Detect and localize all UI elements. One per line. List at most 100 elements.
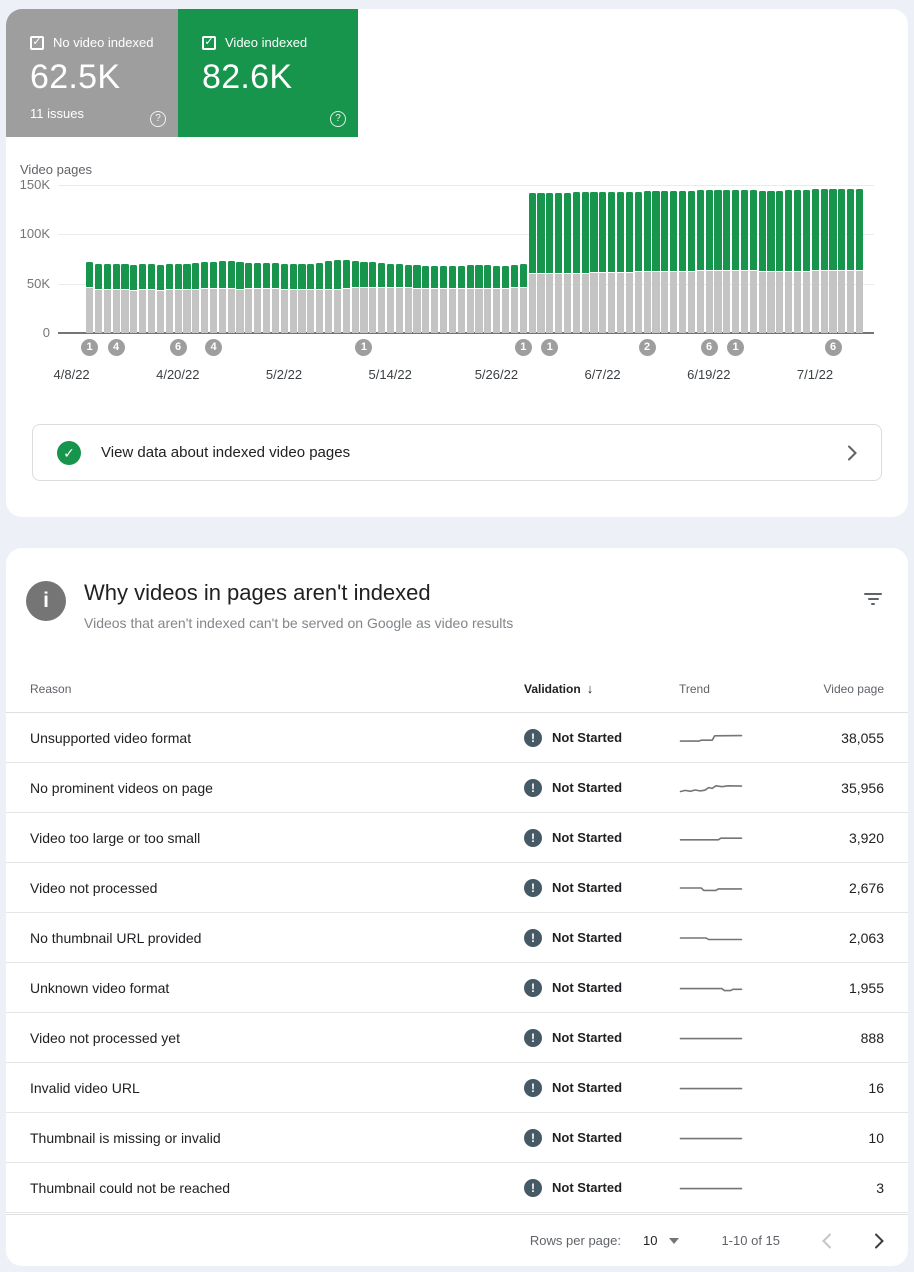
sort-descending-icon: ↓ <box>586 681 594 696</box>
summary-tile-no-video-indexed[interactable]: ✓ No video indexed 62.5K 11 issues ? <box>6 9 178 137</box>
bar-segment-no-video-indexed <box>493 288 501 333</box>
bar-segment-video-indexed <box>758 190 766 271</box>
annotation-badge[interactable]: 6 <box>169 339 187 356</box>
bar-segment-video-indexed <box>599 191 607 272</box>
bar-segment-no-video-indexed <box>271 288 280 333</box>
bar-segment-video-indexed <box>820 188 828 270</box>
video-indexed-checkbox[interactable]: ✓ <box>202 35 216 50</box>
tile-label: Video indexed <box>225 35 308 50</box>
bar-segment-no-video-indexed <box>599 272 607 333</box>
tile-issues-count: 11 issues <box>30 106 84 121</box>
error-icon: ! <box>524 1078 542 1097</box>
table-row[interactable]: No thumbnail URL provided ! Not Started … <box>6 913 908 963</box>
bar-segment-no-video-indexed <box>829 270 837 333</box>
annotation-badge[interactable]: 4 <box>205 339 222 356</box>
bar-segment-video-indexed <box>811 188 819 270</box>
previous-page-button[interactable] <box>822 1233 832 1249</box>
bar-segment-no-video-indexed <box>386 287 395 333</box>
bar-segment-no-video-indexed <box>714 270 722 333</box>
table-row[interactable]: Thumbnail could not be reached ! Not Sta… <box>6 1163 908 1213</box>
trend-sparkline <box>679 731 794 745</box>
bar-segment-no-video-indexed <box>289 289 297 333</box>
error-icon: ! <box>524 828 542 847</box>
filter-icon[interactable] <box>864 593 882 608</box>
reason-cell: Video not processed <box>30 879 158 896</box>
annotation-badge[interactable]: 1 <box>514 339 532 356</box>
table-row[interactable]: Invalid video URL ! Not Started 16 <box>6 1063 908 1113</box>
table-row[interactable]: Video too large or too small ! Not Start… <box>6 813 908 863</box>
annotation-badge[interactable]: 6 <box>824 339 842 356</box>
gridline <box>58 234 874 236</box>
chart-plot: 1 4 6 4 1 1 1 2 6 1 6 4/8/22 4/20/22 5/2/22 5/14/22 5/2… <box>54 185 874 382</box>
bar-segment-no-video-indexed <box>740 270 749 333</box>
bar-segment-video-indexed <box>254 262 262 288</box>
table-row[interactable]: Video not processed ! Not Started 2,676 <box>6 863 908 913</box>
video-page-count: 2,063 <box>848 929 884 946</box>
column-header-trend: Trend <box>679 681 710 696</box>
annotation-badge[interactable]: 1 <box>541 339 559 356</box>
validation-cell: ! Not Started <box>524 828 679 847</box>
rows-per-page-label: Rows per page: <box>529 1233 621 1248</box>
bar-segment-video-indexed <box>670 190 678 271</box>
x-axis-label: 5/2/22 <box>265 367 303 382</box>
annotation-badge[interactable]: 1 <box>727 339 745 356</box>
chart-title: Video pages <box>20 162 93 177</box>
next-page-button[interactable] <box>874 1233 884 1249</box>
bar-segment-video-indexed <box>732 189 740 270</box>
bar-segment-no-video-indexed <box>767 271 775 333</box>
bar-segment-video-indexed <box>723 189 731 270</box>
bar-segment-no-video-indexed <box>475 288 483 333</box>
bar-segment-video-indexed <box>510 264 518 287</box>
bar-segment-no-video-indexed <box>847 270 855 333</box>
table-row[interactable]: Unknown video format ! Not Started 1,955 <box>6 963 908 1013</box>
section-title: Why videos in pages aren't indexed <box>84 580 431 605</box>
annotation-badge[interactable]: 1 <box>355 339 373 356</box>
help-icon[interactable]: ? <box>330 111 346 127</box>
bar-segment-no-video-indexed <box>431 288 439 333</box>
bar-segment-video-indexed <box>147 263 156 289</box>
help-icon[interactable]: ? <box>150 111 166 127</box>
table-row[interactable]: No prominent videos on page ! Not Starte… <box>6 763 908 813</box>
table-row[interactable]: Unsupported video format ! Not Started 3… <box>6 713 908 763</box>
bar-segment-no-video-indexed <box>440 288 448 333</box>
bar-segment-video-indexed <box>475 264 483 288</box>
bar-segment-video-indexed <box>165 263 173 289</box>
bar-segment-video-indexed <box>652 190 660 271</box>
tile-value: 82.6K <box>202 58 293 96</box>
annotation-badge[interactable]: 2 <box>638 339 656 356</box>
gridline <box>58 185 874 186</box>
validation-status: Not Started <box>552 1080 623 1095</box>
summary-tile-video-indexed[interactable]: ✓ Video indexed 82.6K ? <box>178 9 358 137</box>
view-indexed-data-banner[interactable]: ✓ View data about indexed video pages <box>32 424 882 481</box>
bar-segment-video-indexed <box>776 190 784 271</box>
reason-cell: Video too large or too small <box>30 829 201 846</box>
validation-status: Not Started <box>552 830 623 845</box>
why-not-indexed-section: i Why videos in pages aren't indexed Vid… <box>6 548 908 1266</box>
bar-segment-video-indexed <box>360 261 368 287</box>
bar-segment-video-indexed <box>378 262 386 287</box>
annotation-badge[interactable]: 4 <box>107 339 125 356</box>
bar-segment-no-video-indexed <box>466 288 474 333</box>
table-row[interactable]: Video not processed yet ! Not Started 88… <box>6 1013 908 1063</box>
bar-segment-no-video-indexed <box>413 288 421 333</box>
annotation-badge[interactable]: 1 <box>81 339 99 356</box>
bar-segment-no-video-indexed <box>723 270 731 333</box>
column-header-validation[interactable]: Validation ↓ <box>524 681 594 696</box>
bar-segment-video-indexed <box>847 188 855 270</box>
no-video-indexed-checkbox[interactable]: ✓ <box>30 35 44 50</box>
bar-segment-video-indexed <box>431 265 439 288</box>
bar-segment-no-video-indexed <box>351 287 359 333</box>
table-body: Unsupported video format ! Not Started 3… <box>6 713 908 1213</box>
x-axis-label: 7/1/22 <box>796 367 834 382</box>
y-axis-label: 100K <box>19 226 50 242</box>
bar-segment-no-video-indexed <box>820 270 828 333</box>
rows-per-page-select[interactable]: 10 <box>643 1233 680 1248</box>
bar-segment-video-indexed <box>316 263 324 289</box>
trend-sparkline <box>679 981 794 995</box>
bar-segment-no-video-indexed <box>307 289 315 333</box>
annotation-badge[interactable]: 6 <box>700 339 718 356</box>
bar-segment-video-indexed <box>422 265 430 288</box>
table-row[interactable]: Thumbnail is missing or invalid ! Not St… <box>6 1113 908 1163</box>
bar-segment-no-video-indexed <box>333 289 341 333</box>
bar-segment-no-video-indexed <box>652 271 660 333</box>
